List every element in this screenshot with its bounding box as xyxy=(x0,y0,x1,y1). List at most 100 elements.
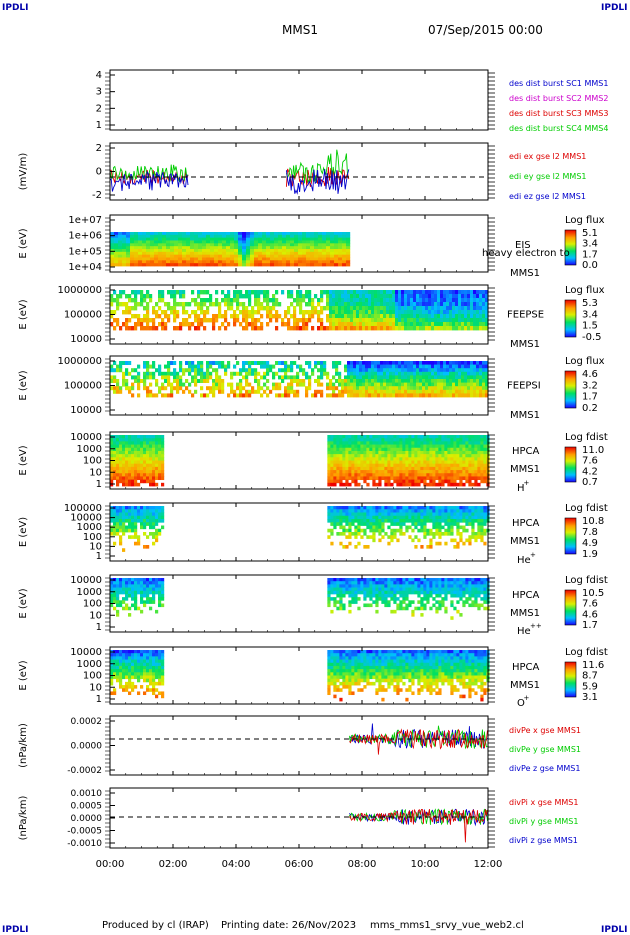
heatmap-cell xyxy=(423,447,427,452)
heatmap-cell xyxy=(372,470,376,474)
heatmap-cell xyxy=(471,447,475,452)
heatmap-cell xyxy=(239,290,243,295)
heatmap-cell xyxy=(142,243,147,247)
heatmap-cell xyxy=(444,435,448,439)
heatmap-cell xyxy=(137,382,141,387)
heatmap-cell xyxy=(245,314,249,319)
heatmap-cell xyxy=(471,525,475,530)
heatmap-cell xyxy=(140,476,144,481)
heatmap-cell xyxy=(119,466,123,471)
heatmap-cell xyxy=(467,382,471,387)
heatmap-cell xyxy=(278,232,283,236)
heatmap-cell xyxy=(152,590,156,595)
heatmap-cell xyxy=(296,364,300,369)
heatmap-cell xyxy=(155,470,159,474)
heatmap-cell xyxy=(405,590,409,595)
heatmap-cell xyxy=(377,318,381,323)
heatmap-cell xyxy=(407,386,411,391)
heatmap-cell xyxy=(381,457,385,461)
heatmap-cell xyxy=(296,389,300,394)
heatmap-cell xyxy=(455,375,459,380)
heatmap-cell xyxy=(401,306,405,311)
heatmap-cell xyxy=(257,294,261,299)
heatmap-cell xyxy=(323,326,327,331)
heatmap-cell xyxy=(480,581,484,585)
heatmap-cell xyxy=(402,450,406,455)
heatmap-cell xyxy=(428,306,432,311)
heatmap-cell xyxy=(113,318,117,323)
heatmap-cell xyxy=(480,584,484,588)
heatmap-cell xyxy=(396,522,400,526)
heatmap-cell xyxy=(419,310,423,315)
heatmap-cell xyxy=(450,578,454,582)
heatmap-cell xyxy=(198,237,203,241)
heatmap-cell xyxy=(338,294,342,299)
heatmap-cell xyxy=(322,260,327,264)
heatmap-cell xyxy=(203,314,207,319)
heatmap-cell xyxy=(118,246,123,250)
heatmap-cell xyxy=(467,290,471,295)
heatmap-cell xyxy=(441,532,445,536)
heatmap-cell xyxy=(260,393,264,398)
heatmap-cell xyxy=(326,375,330,380)
heatmap-cell xyxy=(477,509,481,513)
heatmap-cell xyxy=(317,368,321,373)
heatmap-cell xyxy=(186,243,191,247)
heatmap-cell xyxy=(393,528,397,533)
heatmap-cell xyxy=(414,479,418,484)
heatmap-cell xyxy=(198,251,203,256)
heatmap-cell xyxy=(413,314,417,319)
heatmap-cell xyxy=(212,379,216,383)
heatmap-cell xyxy=(137,302,141,307)
heatmap-cell xyxy=(380,379,384,383)
heatmap-cell xyxy=(122,438,126,442)
heatmap-cell xyxy=(402,441,406,445)
heatmap-cell xyxy=(437,382,441,387)
heatmap-cell xyxy=(131,590,135,595)
heatmap-cell xyxy=(447,515,451,520)
heatmap-cell xyxy=(150,251,155,256)
heatmap-cell xyxy=(119,525,123,530)
heatmap-cell xyxy=(152,460,156,465)
heatmap-cell xyxy=(134,656,138,660)
heatmap-cell xyxy=(483,457,487,461)
heatmap-cell xyxy=(399,470,403,474)
heatmap-cell xyxy=(149,479,153,484)
heatmap-cell xyxy=(218,389,222,394)
heatmap-cell xyxy=(423,444,427,449)
heatmap-cell xyxy=(420,509,424,513)
heatmap-cell xyxy=(450,476,454,481)
heatmap-cell xyxy=(330,470,334,474)
heatmap-cell xyxy=(332,310,336,315)
heatmap-cell xyxy=(371,322,375,327)
heatmap-cell xyxy=(306,254,311,258)
heatmap-cell xyxy=(233,318,237,323)
heatmap-cell xyxy=(296,298,300,303)
heatmap-cell xyxy=(334,232,339,236)
heatmap-cell xyxy=(137,444,141,449)
heatmap-cell xyxy=(414,522,418,526)
heatmap-cell xyxy=(471,509,475,513)
heatmap-cell xyxy=(149,371,153,376)
heatmap-cell xyxy=(374,294,378,299)
heatmap-cell xyxy=(438,460,442,465)
heatmap-cell xyxy=(480,587,484,592)
heatmap-cell xyxy=(422,298,426,303)
heatmap-cell xyxy=(161,512,165,517)
heatmap-cell xyxy=(482,326,486,331)
heatmap-cell xyxy=(282,232,287,236)
heatmap-cell xyxy=(327,479,331,484)
heatmap-cell xyxy=(462,541,466,546)
heatmap-cell xyxy=(395,393,399,398)
heatmap-cell xyxy=(308,382,312,387)
heatmap-cell xyxy=(432,466,436,471)
heatmap-cell xyxy=(372,515,376,520)
heatmap-cell xyxy=(450,532,454,536)
heatmap-cell xyxy=(221,389,225,394)
heatmap-cell xyxy=(155,310,159,315)
heatmap-cell xyxy=(338,237,343,241)
heatmap-cell xyxy=(422,314,426,319)
heatmap-cell xyxy=(431,326,435,331)
heatmap-cell xyxy=(411,457,415,461)
heatmap-cell xyxy=(444,578,448,582)
